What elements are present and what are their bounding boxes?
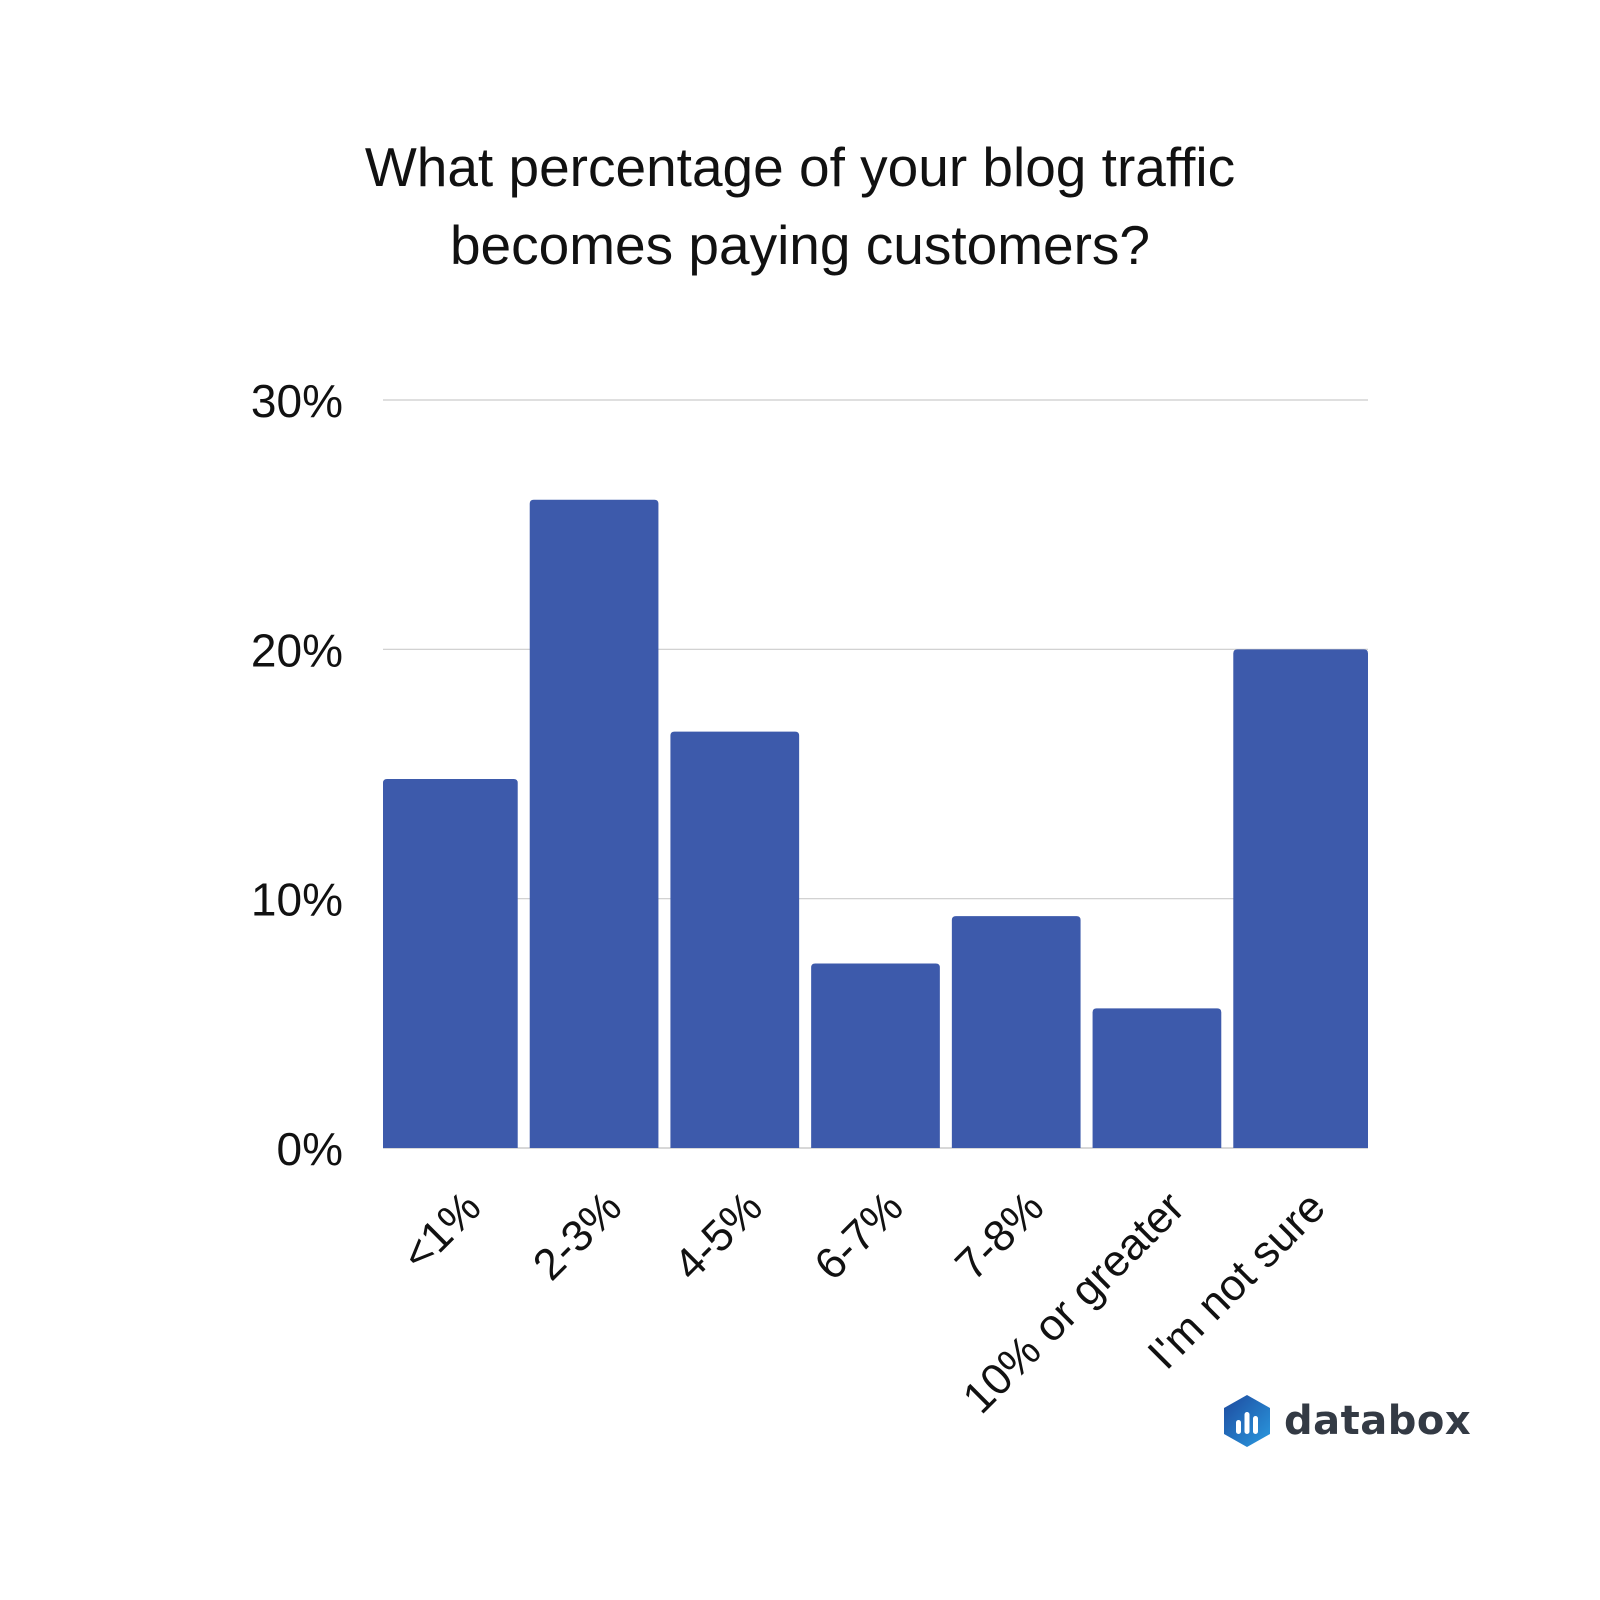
x-tick-label: <1%	[393, 1182, 491, 1280]
chart-title-line-1: What percentage of your blog traffic	[364, 136, 1236, 198]
y-tick-label: 30%	[251, 375, 343, 427]
bar	[529, 499, 659, 1148]
x-tick-label: 2-3%	[524, 1182, 631, 1289]
databox-logo-icon	[1224, 1395, 1270, 1447]
databox-wordmark: databox	[1284, 1398, 1472, 1444]
bar	[951, 916, 1081, 1148]
bar	[811, 963, 940, 1148]
y-axis-ticks: 0% 10% 20% 30%	[251, 375, 343, 1175]
chart-title: What percentage of your blog traffic bec…	[300, 128, 1300, 284]
x-tick-label: 4-5%	[665, 1182, 772, 1289]
chart-title-line-2: becomes paying customers?	[449, 214, 1151, 276]
bar	[1233, 649, 1368, 1148]
x-tick-label: 7-8%	[946, 1182, 1053, 1289]
bar	[1092, 1008, 1222, 1148]
y-tick-label: 10%	[251, 874, 343, 926]
bar	[383, 778, 518, 1148]
bar	[670, 731, 800, 1148]
y-tick-label: 0%	[277, 1123, 343, 1175]
databox-logo: databox	[1222, 1393, 1471, 1449]
y-tick-label: 20%	[251, 624, 343, 676]
bars	[383, 499, 1368, 1148]
x-tick-label: 6-7%	[805, 1182, 912, 1289]
